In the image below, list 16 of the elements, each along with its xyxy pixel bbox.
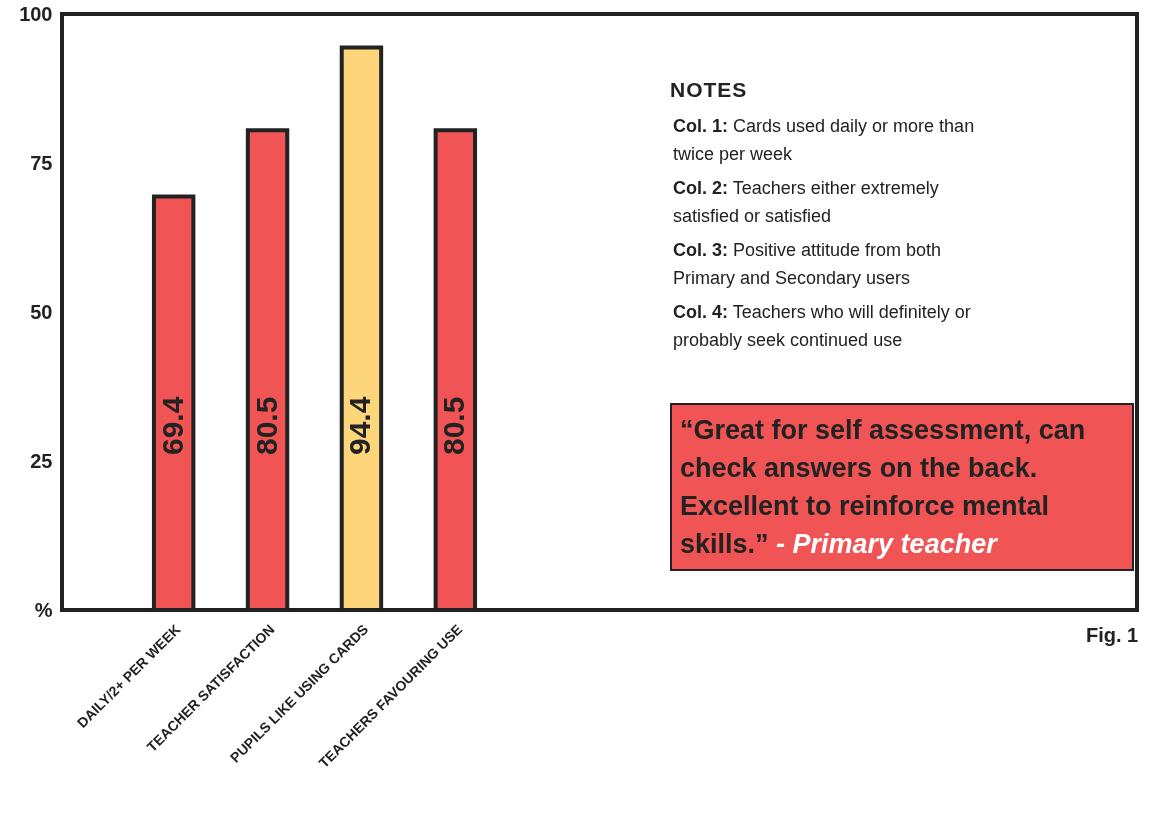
caption: Fig. 1 xyxy=(1086,624,1139,647)
data-label: 69.4 xyxy=(155,396,189,455)
data-label: 80.5 xyxy=(437,396,471,455)
text: Col. 1: Cards used daily or more than twice per week xyxy=(673,115,976,166)
y-tick-label: 50 xyxy=(30,300,53,323)
y-tick-label: 75 xyxy=(30,151,53,174)
text: Col. 3: Positive attitude from both Primary and Secondary users xyxy=(673,239,943,290)
y-tick-label: 100 xyxy=(19,2,53,25)
text: Col. 2: Teachers either extremely satisfied or satisfied xyxy=(673,177,940,228)
y-tick-label: % xyxy=(34,598,53,621)
data-label: 94.4 xyxy=(343,396,377,455)
y-tick-label: 25 xyxy=(30,449,53,472)
data-label: 80.5 xyxy=(249,396,283,455)
text: Col. 4: Teachers who will definitely or probably seek continued use xyxy=(673,301,972,352)
text: NOTES xyxy=(670,78,749,102)
quote-box: “Great for self assessment, can check answers on the back. Excellent to reinforce mental skills.” - Primary teacher xyxy=(670,403,1134,571)
